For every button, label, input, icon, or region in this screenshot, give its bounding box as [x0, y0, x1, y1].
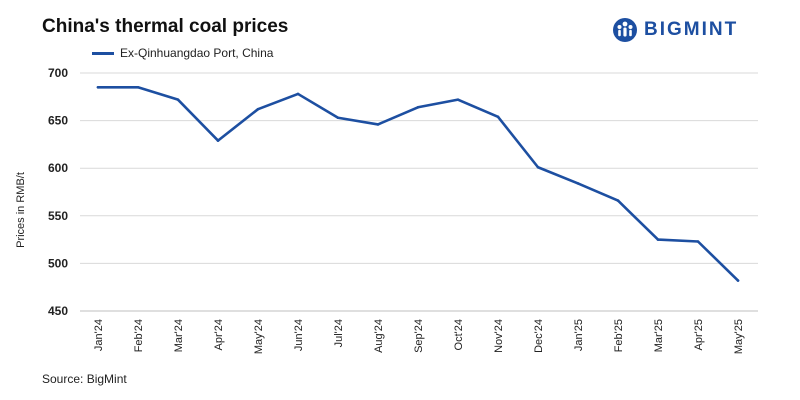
- bigmint-logo-icon: [613, 18, 637, 42]
- data-point: [456, 98, 460, 101]
- data-point: [296, 92, 300, 96]
- data-point: [336, 116, 340, 120]
- data-point: [496, 115, 500, 119]
- x-tick-label: Aug'24: [373, 319, 385, 353]
- y-tick-label: 550: [48, 209, 68, 223]
- data-point: [176, 98, 180, 101]
- x-tick-label: Apr'24: [213, 319, 225, 350]
- x-tick-label: Feb'24: [133, 319, 145, 352]
- x-tick-label: Dec'24: [533, 319, 545, 353]
- y-axis-label: Prices in RMB/t: [15, 172, 27, 248]
- x-tick-label: Sep'24: [413, 319, 425, 353]
- data-point: [656, 238, 660, 241]
- x-tick-label: Jul'24: [333, 319, 345, 347]
- x-tick-label: Mar'25: [653, 319, 665, 352]
- y-tick-label: 450: [48, 304, 68, 318]
- data-point: [576, 182, 580, 185]
- chart-title: China's thermal coal prices: [42, 16, 289, 37]
- source-note: Source: BigMint: [42, 372, 127, 386]
- y-tick-label: 600: [48, 161, 68, 175]
- data-point: [256, 107, 260, 111]
- y-tick-label: 700: [48, 66, 68, 80]
- x-tick-label: May'24: [253, 319, 265, 354]
- y-tick-label: 650: [48, 114, 68, 128]
- y-axis-ticks: 450 500 550 600 650 700: [48, 66, 68, 318]
- brand-logo: BIGMINT: [612, 17, 738, 43]
- data-point: [136, 85, 140, 89]
- data-point: [536, 165, 540, 169]
- legend-label: Ex-Qinhuangdao Port, China: [120, 46, 274, 60]
- data-point: [416, 105, 420, 109]
- x-tick-label: Oct'24: [453, 319, 465, 350]
- series-group: [96, 85, 740, 282]
- legend-swatch: [92, 51, 114, 55]
- data-point: [616, 199, 620, 202]
- legend: Ex-Qinhuangdao Port, China: [92, 46, 273, 60]
- series-line: [96, 85, 740, 282]
- x-tick-label: Jan'25: [573, 319, 585, 351]
- x-tick-label: Jun'24: [293, 319, 305, 351]
- data-point: [736, 279, 740, 282]
- brand-name: BIGMINT: [644, 19, 739, 40]
- x-axis-ticks: Jan'24 Feb'24 Mar'24 Apr'24 May'24 Jun'24 Jul'…: [93, 319, 745, 354]
- y-tick-label: 500: [48, 256, 68, 270]
- x-tick-label: Mar'24: [173, 319, 185, 352]
- x-tick-label: May'25: [733, 319, 745, 354]
- data-point: [376, 123, 380, 126]
- x-tick-label: Feb'25: [613, 319, 625, 352]
- data-point: [96, 85, 100, 89]
- data-point: [216, 139, 220, 142]
- data-point: [696, 240, 700, 243]
- gridlines: [80, 72, 758, 312]
- x-tick-label: Jan'24: [93, 319, 105, 351]
- x-tick-label: Apr'25: [693, 319, 705, 350]
- x-tick-label: Nov'24: [493, 319, 505, 353]
